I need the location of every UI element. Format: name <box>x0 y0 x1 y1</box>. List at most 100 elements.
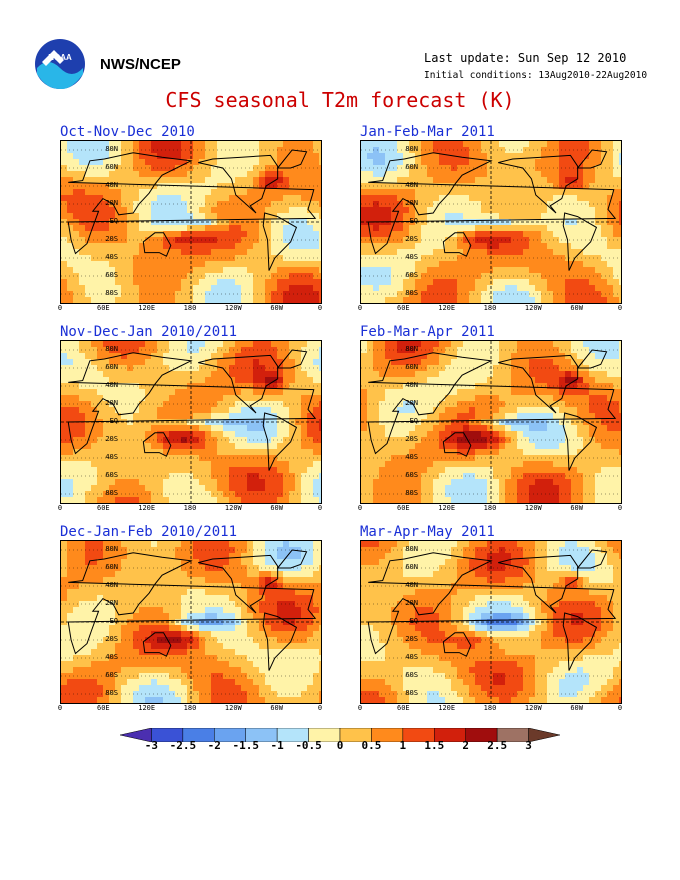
anomaly-cell <box>169 225 176 232</box>
anomaly-cell <box>157 353 164 360</box>
anomaly-cell <box>463 431 470 438</box>
anomaly-cell <box>271 401 278 408</box>
lon-label: 180 <box>183 504 197 512</box>
anomaly-cell <box>547 401 554 408</box>
anomaly-cell <box>601 467 608 474</box>
anomaly-cell <box>391 431 398 438</box>
anomaly-cell <box>91 267 98 274</box>
anomaly-cell <box>235 371 242 378</box>
anomaly-cell <box>187 279 194 286</box>
anomaly-cell <box>391 189 398 196</box>
anomaly-cell <box>259 437 266 444</box>
anomaly-cell <box>199 491 206 498</box>
forecast-panel: Feb-Mar-Apr 2011 80N 60N 40N 20N EQ 20S 40S 60S… <box>358 324 680 530</box>
anomaly-cell <box>565 383 572 390</box>
anomaly-cell <box>313 425 320 432</box>
anomaly-cell <box>595 291 602 298</box>
anomaly-cell <box>589 449 596 456</box>
coastline <box>442 232 472 257</box>
anomaly-cell <box>361 443 368 450</box>
anomaly-cell <box>601 377 608 384</box>
anomaly-cell <box>439 395 446 402</box>
anomaly-cell <box>253 431 260 438</box>
anomaly-cell <box>181 419 188 426</box>
anomaly-cell <box>619 177 621 184</box>
anomaly-cell <box>97 297 104 303</box>
anomaly-cell <box>133 255 140 262</box>
anomaly-cell <box>205 437 212 444</box>
anomaly-cell <box>289 401 296 408</box>
anomaly-cell <box>577 353 584 360</box>
anomaly-cell <box>85 213 92 220</box>
anomaly-cell <box>223 243 230 250</box>
anomaly-cell <box>457 413 464 420</box>
anomaly-cell <box>595 201 602 208</box>
anomaly-cell <box>523 267 530 274</box>
anomaly-cell <box>595 359 602 366</box>
anomaly-cell <box>463 273 470 280</box>
anomaly-cell <box>433 183 440 190</box>
anomaly-cell <box>193 389 200 396</box>
anomaly-cell <box>433 153 440 160</box>
anomaly-cell <box>79 485 86 492</box>
anomaly-cell <box>289 237 296 244</box>
anomaly-cell <box>367 347 374 354</box>
anomaly-cell <box>277 261 284 268</box>
anomaly-cell <box>547 377 554 384</box>
anomaly-cell <box>583 273 590 280</box>
anomaly-cell <box>265 353 272 360</box>
anomaly-cell <box>445 491 452 498</box>
anomaly-cell <box>247 425 254 432</box>
anomaly-cell <box>61 201 68 208</box>
anomaly-cell <box>151 437 158 444</box>
anomaly-cell <box>301 219 308 226</box>
anomaly-cell <box>277 201 284 208</box>
anomaly-cell <box>469 261 476 268</box>
anomaly-cell <box>493 359 500 366</box>
anomaly-cell <box>223 473 230 480</box>
anomaly-cell <box>145 461 152 468</box>
anomaly-cell <box>583 195 590 202</box>
anomaly-cell <box>385 225 392 232</box>
anomaly-cell <box>391 407 398 414</box>
anomaly-cell <box>577 225 584 232</box>
anomaly-cell <box>229 467 236 474</box>
anomaly-cell <box>493 201 500 208</box>
anomaly-cell <box>271 225 278 232</box>
anomaly-cell <box>397 353 404 360</box>
anomaly-cell <box>109 177 116 184</box>
anomaly-cell <box>211 291 218 298</box>
anomaly-cell <box>595 183 602 190</box>
anomaly-cell <box>415 195 422 202</box>
anomaly-cell <box>403 461 410 468</box>
anomaly-cell <box>217 267 224 274</box>
anomaly-cell <box>169 267 176 274</box>
anomaly-cell <box>571 383 578 390</box>
anomaly-cell <box>379 153 386 160</box>
anomaly-cell <box>319 291 321 298</box>
anomaly-cell <box>451 485 458 492</box>
anomaly-cell <box>313 255 320 262</box>
anomaly-cell <box>601 479 608 486</box>
anomaly-cell <box>151 225 158 232</box>
anomaly-cell <box>181 153 188 160</box>
anomaly-cell <box>547 189 554 196</box>
anomaly-cell <box>469 231 476 238</box>
anomaly-cell <box>553 383 560 390</box>
anomaly-cell <box>229 401 236 408</box>
anomaly-cell <box>541 291 548 298</box>
anomaly-cell <box>127 401 134 408</box>
anomaly-cell <box>193 425 200 432</box>
anomaly-cell <box>139 455 146 462</box>
anomaly-cell <box>601 291 608 298</box>
anomaly-cell <box>613 377 620 384</box>
anomaly-cell <box>577 359 584 366</box>
coastline <box>442 432 472 457</box>
anomaly-cell <box>613 443 620 450</box>
anomaly-cell <box>463 467 470 474</box>
anomaly-cell <box>85 243 92 250</box>
anomaly-cell <box>259 297 266 303</box>
anomaly-cell <box>535 359 542 366</box>
anomaly-cell <box>235 365 242 372</box>
anomaly-cell <box>613 389 620 396</box>
